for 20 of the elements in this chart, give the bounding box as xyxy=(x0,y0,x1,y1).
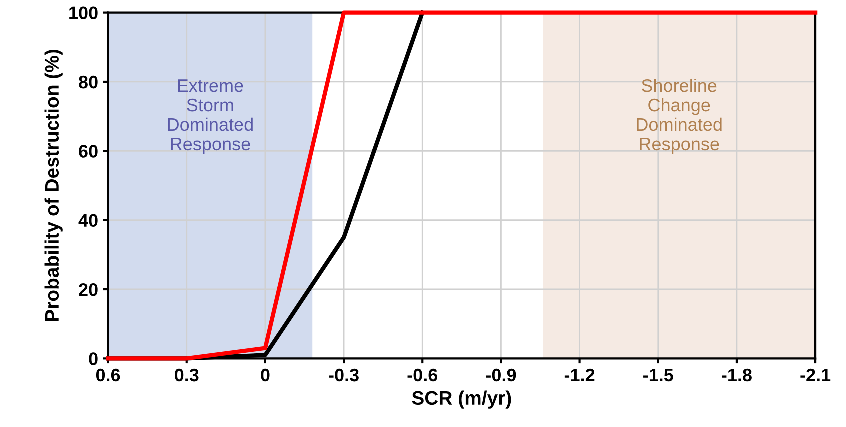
x-tick-label: 0 xyxy=(261,368,270,382)
x-axis-title: SCR (m/yr) xyxy=(412,390,512,409)
y-tick-label: 0 xyxy=(89,352,98,366)
x-tick-label: -0.9 xyxy=(486,368,516,382)
y-tick-label: 100 xyxy=(70,6,98,20)
x-tick-label: -0.6 xyxy=(408,368,438,382)
y-tick-label: 80 xyxy=(79,76,98,89)
y-tick-label: 20 xyxy=(79,283,98,296)
y-tick-label: 60 xyxy=(79,145,98,158)
x-tick-label: 0.3 xyxy=(175,368,199,382)
x-tick-label: -1.2 xyxy=(564,368,595,382)
y-axis-title: Probability of Destruction (%) xyxy=(44,50,63,322)
x-tick-label: -1.8 xyxy=(722,368,752,382)
band-label: Shoreline Change Dominated Response xyxy=(637,78,722,154)
band-label: Extreme Storm Dominated Response xyxy=(168,80,253,154)
x-tick-label: -0.3 xyxy=(329,368,359,382)
x-tick-label: -1.5 xyxy=(644,369,674,382)
y-tick-label: 40 xyxy=(78,214,98,228)
x-tick-label: 0.6 xyxy=(96,368,120,382)
x-tick-label: -2.1 xyxy=(800,368,831,382)
